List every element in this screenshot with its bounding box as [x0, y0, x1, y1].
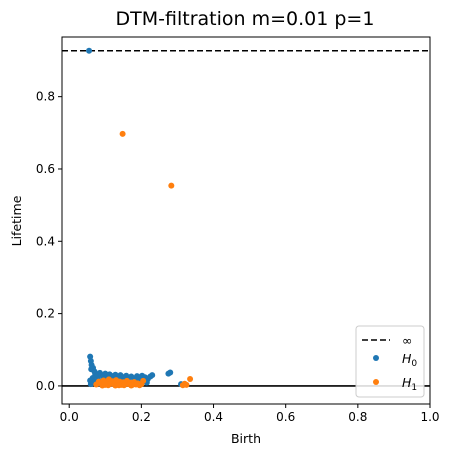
- y-tick-label: 0.8: [36, 90, 55, 104]
- point-h0: [167, 369, 174, 376]
- y-tick-label: 0.6: [36, 162, 55, 176]
- x-axis-label: Birth: [231, 431, 261, 446]
- legend-infinity-label: ∞: [402, 333, 412, 348]
- series-h1: [93, 130, 194, 389]
- point-h1: [128, 382, 135, 389]
- legend-label-subscript: 1: [411, 383, 417, 393]
- point-h0: [86, 47, 93, 54]
- point-h1: [121, 382, 128, 389]
- point-h0: [87, 381, 94, 388]
- point-h1: [168, 182, 175, 189]
- legend-label-subscript: 0: [411, 359, 417, 369]
- legend-label-base: H: [402, 351, 412, 366]
- series-h0: [86, 47, 185, 388]
- point-h1: [108, 379, 115, 386]
- x-tick-label: 0.2: [132, 410, 151, 424]
- x-tick-label: 0.0: [60, 410, 79, 424]
- x-tick-label: 0.8: [348, 410, 367, 424]
- y-axis-label: Lifetime: [9, 195, 24, 246]
- point-h1: [119, 130, 126, 137]
- y-tick-label: 0.4: [36, 234, 55, 248]
- point-h1: [187, 376, 194, 383]
- data-points: [86, 47, 194, 389]
- x-tick-label: 1.0: [420, 410, 439, 424]
- point-h1: [183, 381, 190, 388]
- point-h1: [101, 379, 108, 386]
- legend-h1-marker: [373, 379, 379, 385]
- point-h1: [140, 377, 147, 384]
- point-h0: [149, 372, 156, 379]
- axis-ticks: 0.0 0.2 0.4 0.6 0.8 1.0 0.0 0.2 0.4 0.6 0.8: [36, 90, 440, 424]
- chart-title: DTM-filtration m=0.01 p=1: [116, 8, 375, 30]
- y-tick-label: 0.2: [36, 307, 55, 321]
- point-h1: [116, 382, 123, 389]
- x-tick-label: 0.6: [276, 410, 295, 424]
- legend-h1-label: H1: [402, 375, 417, 393]
- y-tick-label: 0.0: [36, 379, 55, 393]
- legend-box: [355, 325, 425, 398]
- x-tick-label: 0.4: [204, 410, 223, 424]
- legend-label-base: H: [402, 375, 412, 390]
- legend-h0-label: H0: [402, 351, 417, 369]
- plot-frame: [61, 36, 431, 405]
- legend-h0-marker: [373, 355, 379, 361]
